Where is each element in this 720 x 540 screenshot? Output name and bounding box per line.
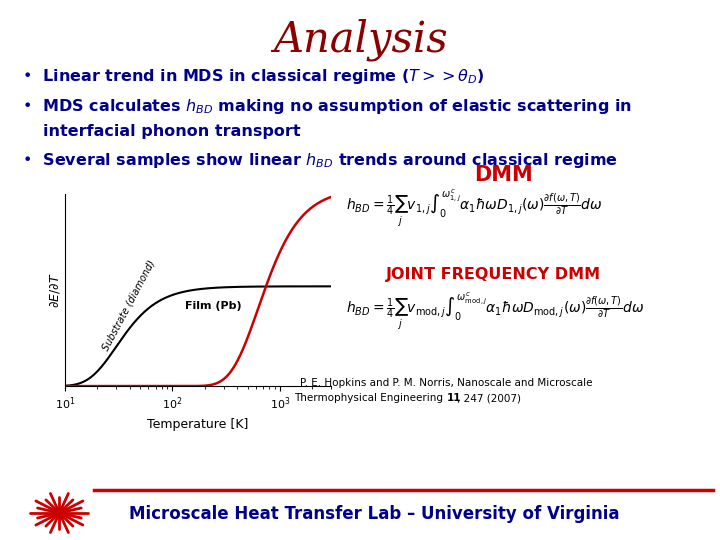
Text: interfacial phonon transport: interfacial phonon transport bbox=[43, 124, 301, 139]
Text: P. E. Hopkins and P. M. Norris, Nanoscale and Microscale: P. E. Hopkins and P. M. Norris, Nanoscal… bbox=[300, 378, 593, 388]
Text: DMM: DMM bbox=[474, 165, 534, 185]
Text: •  MDS calculates $h_{BD}$ making no assumption of elastic scattering in: • MDS calculates $h_{BD}$ making no assu… bbox=[22, 97, 631, 116]
Text: Substrate (diamond): Substrate (diamond) bbox=[101, 259, 157, 353]
Text: $h_{BD} = \frac{1}{4}\sum_j v_{\mathrm{mod},j}\int_0^{\omega_{\mathrm{mod},j}^c}: $h_{BD} = \frac{1}{4}\sum_j v_{\mathrm{m… bbox=[346, 292, 644, 332]
Text: Microscale Heat Transfer Lab – University of Virginia: Microscale Heat Transfer Lab – Universit… bbox=[129, 505, 620, 523]
Text: JOINT FREQUENCY DMM: JOINT FREQUENCY DMM bbox=[386, 267, 600, 282]
Text: •  Several samples show linear $h_{BD}$ trends around classical regime: • Several samples show linear $h_{BD}$ t… bbox=[22, 151, 618, 170]
Text: Analysis: Analysis bbox=[273, 19, 447, 62]
X-axis label: Temperature [K]: Temperature [K] bbox=[148, 418, 248, 431]
Text: •  Linear trend in MDS in classical regime ($T>>\theta_D$): • Linear trend in MDS in classical regim… bbox=[22, 68, 484, 86]
Text: Thermophysical Engineering: Thermophysical Engineering bbox=[294, 393, 446, 403]
Y-axis label: $\partial E/\partial T$: $\partial E/\partial T$ bbox=[48, 273, 62, 308]
Text: , 247 (2007): , 247 (2007) bbox=[457, 393, 521, 403]
Text: $h_{BD} = \frac{1}{4}\sum_j v_{1,j}\int_0^{\omega_{1,j}^c}\alpha_1 \hbar\omega D: $h_{BD} = \frac{1}{4}\sum_j v_{1,j}\int_… bbox=[346, 189, 602, 230]
Text: Film (Pb): Film (Pb) bbox=[184, 301, 241, 312]
Text: 11: 11 bbox=[446, 393, 461, 403]
